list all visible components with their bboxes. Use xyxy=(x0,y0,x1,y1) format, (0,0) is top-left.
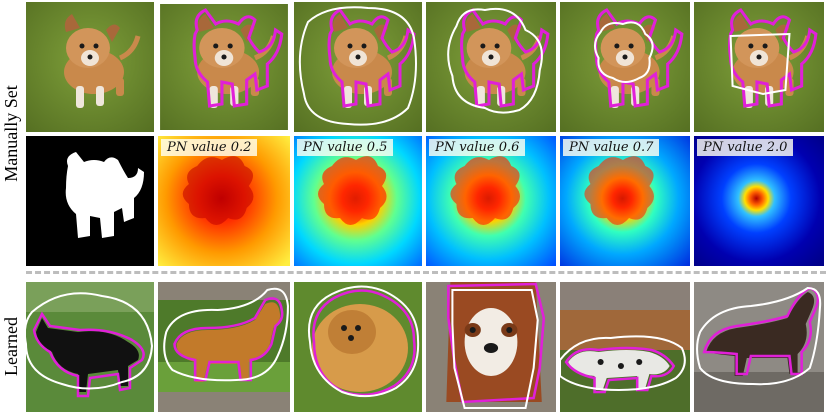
learned-grey-dog-graphic xyxy=(694,282,824,412)
learned-pomeranian-tile xyxy=(294,282,422,412)
pn-value-label-0.2: PN value 0.2 xyxy=(161,139,258,156)
learned-dalmatian-graphic xyxy=(560,282,690,412)
binary-mask-tile xyxy=(26,136,154,266)
learned-black-dog-graphic xyxy=(26,282,154,412)
pn-value-label-0.5: PN value 0.5 xyxy=(297,139,394,156)
heatmap-tile-0.7: PN value 0.7 xyxy=(560,136,690,266)
learned-dalmatian-tile xyxy=(560,282,690,412)
proposal-graphic-2.0 xyxy=(694,2,824,132)
learned-black-dog-tile xyxy=(26,282,154,412)
proposal-graphic-0.2 xyxy=(158,2,290,132)
original-puppy-graphic xyxy=(26,2,154,132)
heatmap-tile-0.6: PN value 0.6 xyxy=(426,136,556,266)
learned-golden-retriever-graphic xyxy=(158,282,290,412)
pn-value-label-0.6: PN value 0.6 xyxy=(429,139,526,156)
row-label-manually-set: Manually Set xyxy=(0,84,21,182)
learned-spaniel-face-tile xyxy=(426,282,556,412)
learned-golden-retriever-tile xyxy=(158,282,290,412)
proposal-tile-0.7 xyxy=(560,2,690,132)
heatmap-graphic-0.2 xyxy=(158,136,290,266)
proposal-tile-0.2 xyxy=(158,2,290,132)
heatmap-tile-0.5: PN value 0.5 xyxy=(294,136,422,266)
section-divider xyxy=(26,271,826,274)
pn-value-label-2.0: PN value 2.0 xyxy=(697,139,794,156)
proposal-graphic-0.6 xyxy=(426,2,556,132)
heatmap-graphic-2.0 xyxy=(694,136,824,266)
heatmap-graphic-0.5 xyxy=(294,136,422,266)
proposal-graphic-0.5 xyxy=(294,2,422,132)
heatmap-tile-2.0: PN value 2.0 xyxy=(694,136,824,266)
proposal-tile-0.6 xyxy=(426,2,556,132)
learned-spaniel-face-graphic xyxy=(426,282,556,412)
proposal-tile-0.5 xyxy=(294,2,422,132)
heatmap-graphic-0.6 xyxy=(426,136,556,266)
heatmap-graphic-0.7 xyxy=(560,136,690,266)
binary-mask-graphic xyxy=(26,136,154,266)
proposal-tile-2.0 xyxy=(694,2,824,132)
learned-grey-dog-tile xyxy=(694,282,824,412)
proposal-graphic-0.7 xyxy=(560,2,690,132)
row-label-learned: Learned xyxy=(0,316,21,376)
heatmap-tile-0.2: PN value 0.2 xyxy=(158,136,290,266)
pn-value-label-0.7: PN value 0.7 xyxy=(563,139,660,156)
learned-pomeranian-graphic xyxy=(294,282,422,412)
original-puppy-image xyxy=(26,2,154,132)
